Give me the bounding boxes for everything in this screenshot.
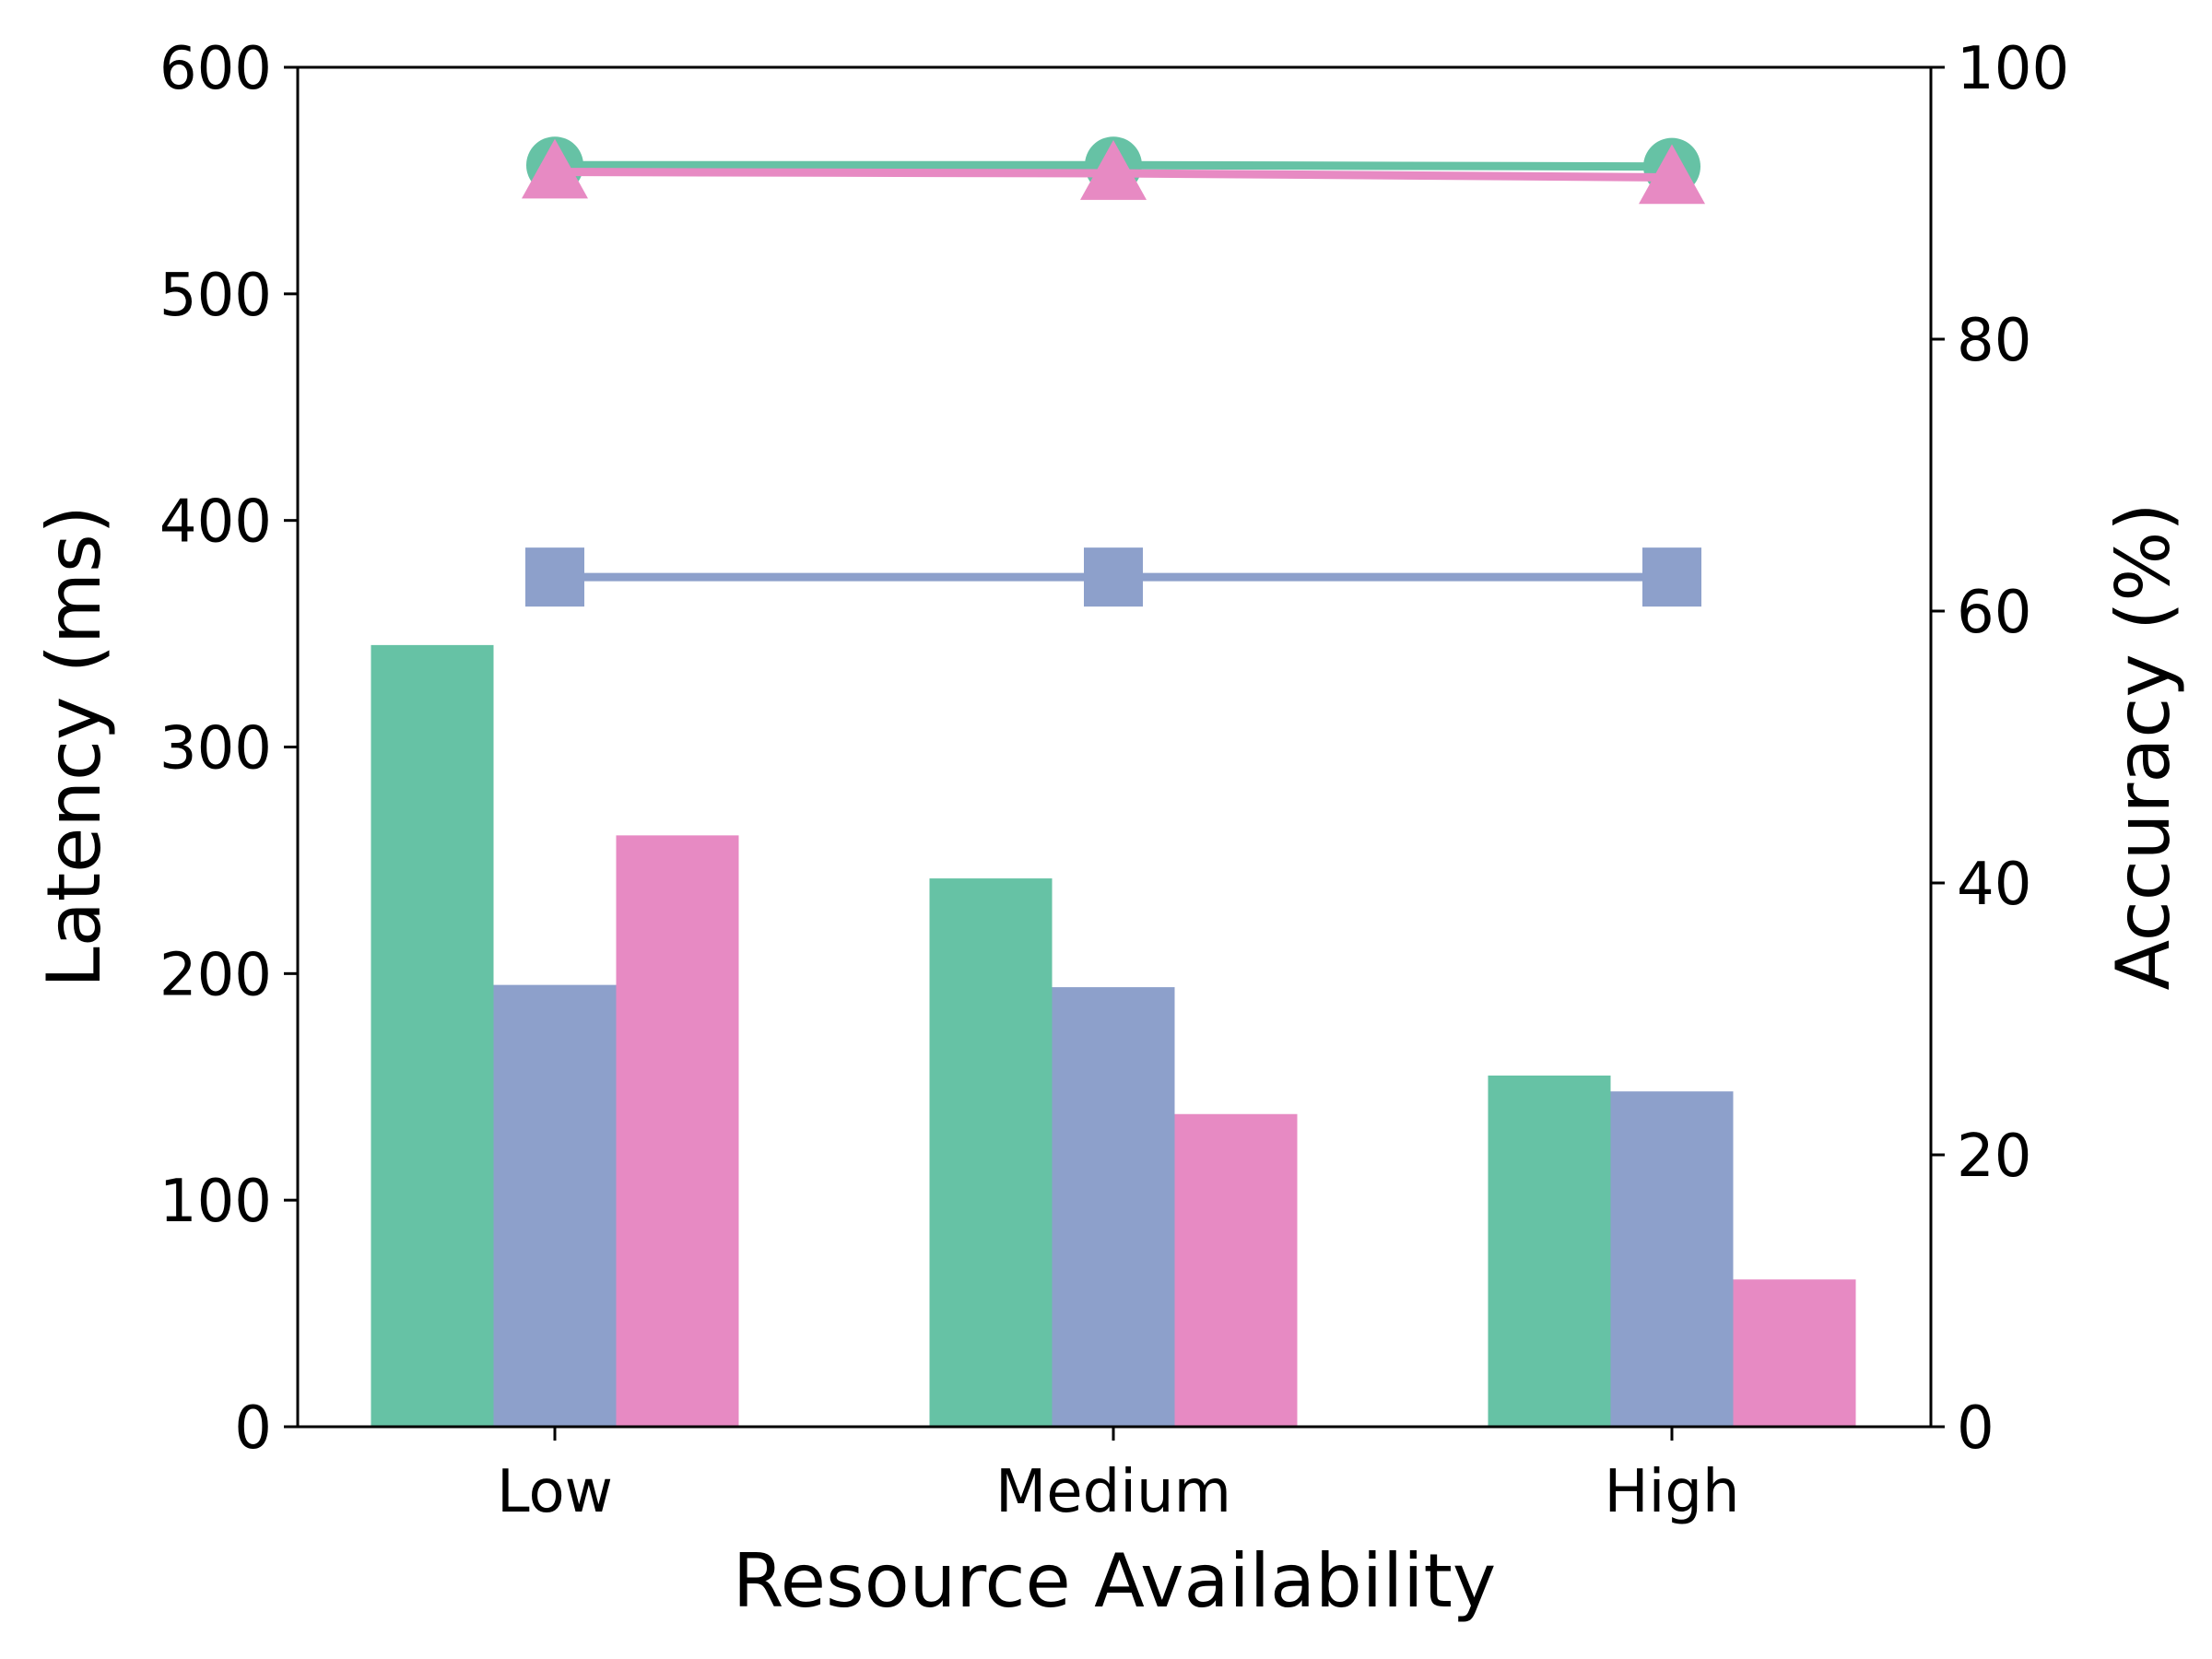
y-tick-label: 400 — [159, 488, 272, 557]
left-axis-ticks: 0 100 200 300 400 500 600 — [159, 35, 298, 1463]
x-tick-label-medium: Medium — [995, 1458, 1231, 1526]
x-tick-label-high: High — [1604, 1458, 1739, 1526]
line-layer — [522, 136, 1705, 607]
x-tick-label-low: Low — [497, 1458, 613, 1526]
marker-square-low — [525, 547, 584, 607]
bar-s2-medium — [1174, 1113, 1298, 1427]
bar-layer — [371, 644, 1856, 1427]
marker-triangle-medium — [1080, 140, 1147, 200]
bar-s1-low — [493, 984, 617, 1427]
y-tick-label: 300 — [159, 715, 272, 783]
bar-s1-medium — [1052, 987, 1175, 1427]
y2-tick-label: 60 — [1957, 579, 2031, 647]
bar-s0-low — [371, 644, 494, 1427]
y2-tick-label: 40 — [1957, 851, 2031, 919]
marker-square-high — [1642, 547, 1701, 607]
marker-triangle-high — [1639, 144, 1705, 205]
bar-s2-low — [616, 835, 739, 1427]
y-tick-label: 500 — [159, 262, 272, 330]
x-axis-label: Resource Availability — [733, 1538, 1496, 1624]
y-tick-label: 600 — [159, 35, 272, 103]
y-tick-label: 200 — [159, 941, 272, 1009]
marker-triangle-low — [522, 138, 588, 199]
y-axis-label: Latency (ms) — [31, 505, 117, 988]
bar-s2-high — [1733, 1279, 1856, 1427]
y-tick-label: 100 — [159, 1168, 272, 1236]
y2-tick-label: 80 — [1957, 307, 2031, 375]
bar-s1-high — [1610, 1091, 1734, 1427]
right-axis-ticks: 0 20 40 60 80 100 — [1931, 35, 2069, 1463]
y2-tick-label: 100 — [1957, 35, 2069, 103]
bar-s0-medium — [929, 878, 1053, 1427]
y2-tick-label: 0 — [1957, 1394, 1994, 1463]
bar-s0-high — [1488, 1075, 1611, 1427]
marker-square-medium — [1084, 547, 1143, 607]
y2-axis-label: Accuracy (%) — [2100, 502, 2186, 990]
y2-tick-label: 20 — [1957, 1123, 2031, 1191]
x-axis-ticks: Low Medium High — [497, 1427, 1740, 1526]
y-tick-label: 0 — [234, 1394, 272, 1463]
